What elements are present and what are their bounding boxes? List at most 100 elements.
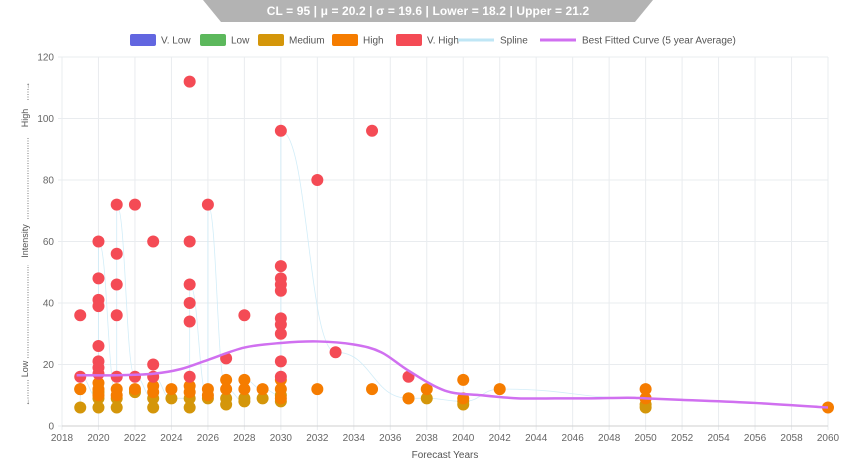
data-point[interactable]: [311, 383, 324, 396]
data-point[interactable]: [329, 346, 342, 359]
x-tick-label: 2030: [270, 433, 293, 444]
data-point[interactable]: [420, 392, 433, 405]
data-point[interactable]: [128, 198, 141, 211]
data-point[interactable]: [183, 297, 196, 309]
data-point[interactable]: [238, 395, 251, 408]
data-point[interactable]: [457, 373, 470, 386]
axes: 2018 2020 2022 2024 2026 2028 2030 2032 2034 2036…: [37, 53, 839, 445]
data-point[interactable]: [420, 383, 433, 396]
data-point[interactable]: [74, 401, 87, 414]
data-point[interactable]: [147, 358, 160, 371]
data-point[interactable]: [74, 383, 87, 396]
legend-item[interactable]: Low: [200, 34, 250, 47]
x-tick-label: 2026: [197, 433, 220, 444]
x-tick-label: 2048: [598, 433, 621, 444]
y-tick-label: 60: [43, 237, 55, 248]
legend-item[interactable]: V. High: [396, 34, 459, 47]
grid: [58, 56, 829, 430]
data-point[interactable]: [147, 401, 160, 414]
data-point[interactable]: [92, 300, 105, 313]
data-points: [74, 75, 834, 414]
y-tick-label: 80: [43, 176, 55, 187]
x-tick-label: 2050: [634, 433, 657, 444]
x-tick-label: 2046: [562, 433, 585, 444]
data-point[interactable]: [183, 315, 196, 328]
data-point[interactable]: [274, 392, 287, 405]
data-point[interactable]: [256, 383, 269, 396]
data-point[interactable]: [128, 370, 141, 383]
legend-swatch: [396, 34, 422, 46]
data-point[interactable]: [92, 367, 105, 380]
data-point[interactable]: [110, 370, 123, 383]
data-point[interactable]: [274, 370, 287, 383]
data-point[interactable]: [274, 124, 287, 137]
data-point[interactable]: [92, 401, 105, 414]
data-point[interactable]: [183, 401, 196, 414]
legend-label: Medium: [289, 36, 325, 47]
data-point[interactable]: [220, 398, 233, 411]
data-point[interactable]: [183, 75, 196, 88]
data-point[interactable]: [128, 383, 141, 396]
data-point[interactable]: [238, 373, 251, 386]
data-point[interactable]: [274, 383, 287, 396]
x-tick-label: 2058: [780, 433, 803, 444]
data-point[interactable]: [274, 327, 287, 340]
x-tick-label: 2052: [671, 433, 694, 444]
legend-item[interactable]: V. Low: [130, 34, 191, 47]
data-point[interactable]: [274, 260, 287, 273]
legend-item[interactable]: Medium: [258, 34, 325, 47]
data-point[interactable]: [74, 370, 87, 383]
data-point[interactable]: [110, 309, 123, 322]
legend-item[interactable]: Best Fitted Curve (5 year Average): [540, 36, 736, 47]
data-point[interactable]: [147, 386, 160, 399]
data-point[interactable]: [311, 174, 324, 186]
data-point[interactable]: [220, 373, 233, 386]
data-point[interactable]: [201, 389, 214, 402]
data-point[interactable]: [92, 272, 105, 285]
data-point[interactable]: [238, 383, 251, 396]
data-point[interactable]: [165, 392, 178, 405]
stats-banner-text: CL = 95 | μ = 20.2 | σ = 19.6 | Lower = …: [266, 4, 590, 18]
data-point[interactable]: [366, 124, 379, 137]
data-point[interactable]: [402, 392, 415, 405]
legend-label: Low: [231, 36, 250, 47]
data-point[interactable]: [92, 235, 105, 248]
x-axis-label: Forecast Years: [412, 450, 479, 461]
data-point[interactable]: [238, 309, 251, 322]
x-tick-label: 2060: [817, 433, 840, 444]
data-point[interactable]: [74, 309, 87, 322]
data-point[interactable]: [493, 383, 506, 396]
data-point[interactable]: [110, 278, 123, 291]
data-point[interactable]: [201, 198, 214, 211]
legend-item[interactable]: Spline: [458, 36, 528, 47]
data-point[interactable]: [92, 340, 105, 353]
data-point[interactable]: [110, 247, 123, 260]
data-point[interactable]: [256, 392, 269, 405]
data-point[interactable]: [274, 318, 287, 331]
data-point[interactable]: [220, 383, 233, 396]
data-point[interactable]: [183, 235, 196, 248]
data-point[interactable]: [92, 389, 105, 402]
data-point[interactable]: [639, 401, 652, 414]
data-point[interactable]: [639, 383, 652, 396]
data-point[interactable]: [165, 383, 178, 396]
data-point[interactable]: [183, 386, 196, 399]
legend-swatch: [332, 34, 358, 46]
y-axis-arrow-down: ↓: [26, 397, 30, 406]
y-tick-label: 120: [37, 53, 54, 64]
data-point[interactable]: [110, 198, 123, 211]
data-point[interactable]: [110, 401, 123, 414]
legend-item[interactable]: High: [332, 34, 384, 47]
data-point[interactable]: [147, 235, 160, 248]
x-tick-label: 2034: [343, 433, 366, 444]
data-point[interactable]: [110, 389, 123, 402]
legend-label: Best Fitted Curve (5 year Average): [582, 36, 736, 47]
y-axis-label-high: High: [20, 109, 30, 128]
data-point[interactable]: [274, 284, 287, 297]
data-point[interactable]: [183, 370, 196, 383]
legend-label: Spline: [500, 36, 528, 47]
data-point[interactable]: [183, 278, 196, 291]
data-point[interactable]: [274, 355, 287, 368]
data-point[interactable]: [366, 383, 379, 396]
x-tick-label: 2054: [707, 433, 730, 444]
